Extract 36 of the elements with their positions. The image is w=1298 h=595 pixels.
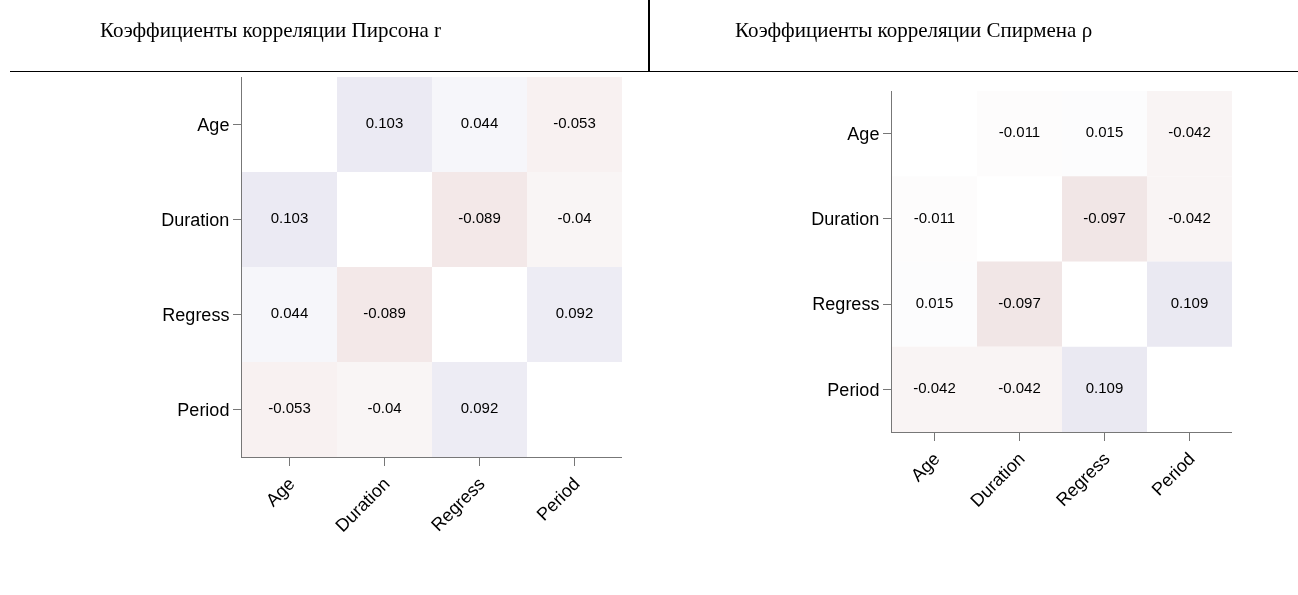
data-label: 0.015 — [1085, 123, 1124, 141]
data-label: 0.044 — [270, 304, 309, 322]
y-tick-label: Regress — [812, 294, 880, 315]
data-label: 0.044 — [460, 114, 499, 132]
y-tick-label: Age — [197, 114, 230, 135]
chart-title: Коэффициенты корреляции Пирсона r — [100, 18, 442, 43]
x-tick-label: Age — [906, 448, 944, 486]
data-label: -0.011 — [998, 123, 1041, 141]
y-tick-label: Period — [827, 379, 880, 400]
y-tick-label: Duration — [161, 209, 230, 230]
data-label: 0.015 — [915, 293, 954, 311]
data-label: -0.042 — [913, 379, 956, 397]
data-label: 0.103 — [270, 209, 309, 227]
data-label: -0.053 — [268, 399, 311, 417]
data-label: -0.042 — [998, 379, 1041, 397]
data-label: 0.092 — [555, 304, 594, 322]
y-tick-label: Regress — [162, 304, 230, 325]
data-label: -0.042 — [1168, 208, 1211, 226]
chart-title: Коэффициенты корреляции Спирмена ρ — [735, 18, 1093, 43]
data-label: -0.097 — [998, 293, 1041, 311]
data-label: 0.092 — [460, 399, 499, 417]
data-label: -0.04 — [557, 209, 592, 227]
data-label: 0.109 — [1170, 293, 1209, 311]
y-tick-label: Period — [177, 399, 230, 420]
data-label: -0.04 — [367, 399, 402, 417]
x-tick-label: Age — [261, 473, 299, 511]
data-label: -0.089 — [363, 304, 406, 322]
data-label: -0.053 — [553, 114, 596, 132]
y-tick-label: Duration — [811, 209, 880, 230]
data-label: -0.011 — [913, 208, 956, 226]
data-label: -0.089 — [458, 209, 501, 227]
data-label: 0.109 — [1085, 379, 1124, 397]
y-tick-label: Age — [847, 123, 880, 144]
data-label: -0.097 — [1083, 208, 1126, 226]
data-label: 0.103 — [365, 114, 404, 132]
data-label: -0.042 — [1168, 123, 1211, 141]
